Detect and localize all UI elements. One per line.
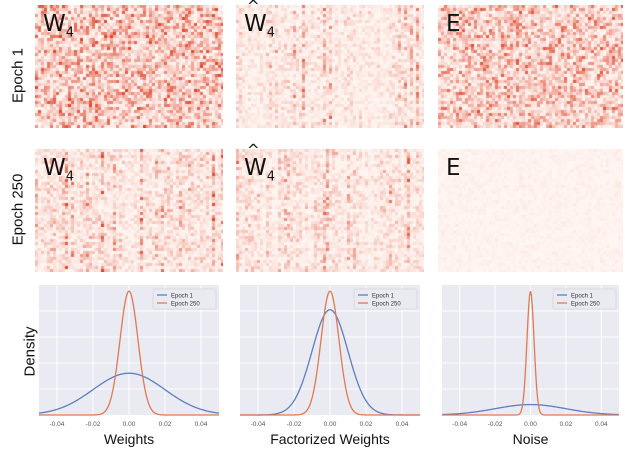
heatmap-w4hat-epoch1: W4	[236, 0, 424, 128]
series-line-epoch250	[240, 290, 420, 416]
legend-label: Epoch 1	[372, 293, 395, 299]
x-tick-label: -0.02	[86, 421, 101, 428]
heatmap-w4-epoch250: W4	[35, 149, 223, 272]
heatmap-canvas	[35, 149, 223, 272]
legend-label: Epoch 250	[372, 301, 401, 307]
x-tick-label: -0.02	[488, 421, 503, 428]
heatmap-label: W4	[43, 11, 75, 41]
x-tick-label: -0.02	[287, 421, 302, 428]
x-tick-label: 0.04	[396, 421, 409, 428]
heatmap-label: E	[446, 11, 461, 37]
heatmap-e-epoch1: E	[438, 5, 623, 128]
series-line-epoch1	[441, 403, 620, 416]
heatmap-label: W4	[244, 141, 275, 185]
x-tick-label: 0.02	[360, 421, 373, 428]
heatmap-label: E	[446, 155, 461, 181]
series-line-epoch250	[39, 290, 219, 416]
x-tick-label: 0.00	[324, 421, 337, 428]
heatmap-label: W4	[244, 0, 275, 41]
x-tick-label: 0.04	[195, 421, 208, 428]
x-tick-label: -0.04	[251, 421, 266, 428]
heatmap-canvas	[438, 149, 623, 272]
heatmap-e-epoch250: E	[438, 149, 623, 272]
x-tick-label: 0.02	[560, 421, 573, 428]
heatmap-w4hat-epoch250: W4	[236, 141, 424, 272]
legend-label: Epoch 250	[571, 301, 600, 307]
density-chart-weights: -0.04 -0.02 0.00 0.02 0.04 Epoch 1 Epoch 250	[38, 285, 220, 428]
x-tick-label: -0.04	[452, 421, 467, 428]
density-chart-noise: -0.04 -0.02 0.00 0.02 0.04 Epoch 1 Epoch 250	[441, 285, 620, 428]
heatmap-w4-epoch1: W4	[35, 5, 223, 128]
legend-label: Epoch 1	[571, 293, 594, 299]
legend-box	[152, 288, 217, 310]
row-label-epoch1: Epoch 1	[9, 47, 27, 104]
series-line-epoch250	[442, 291, 619, 416]
x-tick-label: 0.04	[595, 421, 608, 428]
legend-label: Epoch 250	[171, 301, 200, 307]
heatmap-canvas	[236, 149, 424, 272]
series-line-epoch1	[38, 372, 220, 414]
x-tick-label: 0.00	[524, 421, 537, 428]
legend-box	[353, 288, 418, 310]
row-label-epoch250: Epoch 250	[9, 173, 27, 246]
xlabel-weights: Weights	[103, 431, 155, 447]
legend-box	[552, 288, 617, 310]
heatmap-canvas	[35, 5, 223, 128]
x-tick-label: 0.02	[159, 421, 172, 428]
xlabel-factorized-weights: Factorized Weights	[270, 431, 390, 447]
heatmap-canvas	[438, 5, 623, 128]
density-chart-factorized-weights: -0.04 -0.02 0.00 0.02 0.04 Epoch 1 Epoch 250	[240, 285, 420, 428]
xlabel-noise: Noise	[512, 431, 549, 447]
x-tick-label: -0.04	[50, 421, 65, 428]
x-tick-label: 0.00	[123, 421, 136, 428]
legend-label: Epoch 1	[171, 293, 194, 299]
heatmap-label: W4	[43, 155, 75, 185]
heatmap-canvas	[236, 5, 424, 128]
